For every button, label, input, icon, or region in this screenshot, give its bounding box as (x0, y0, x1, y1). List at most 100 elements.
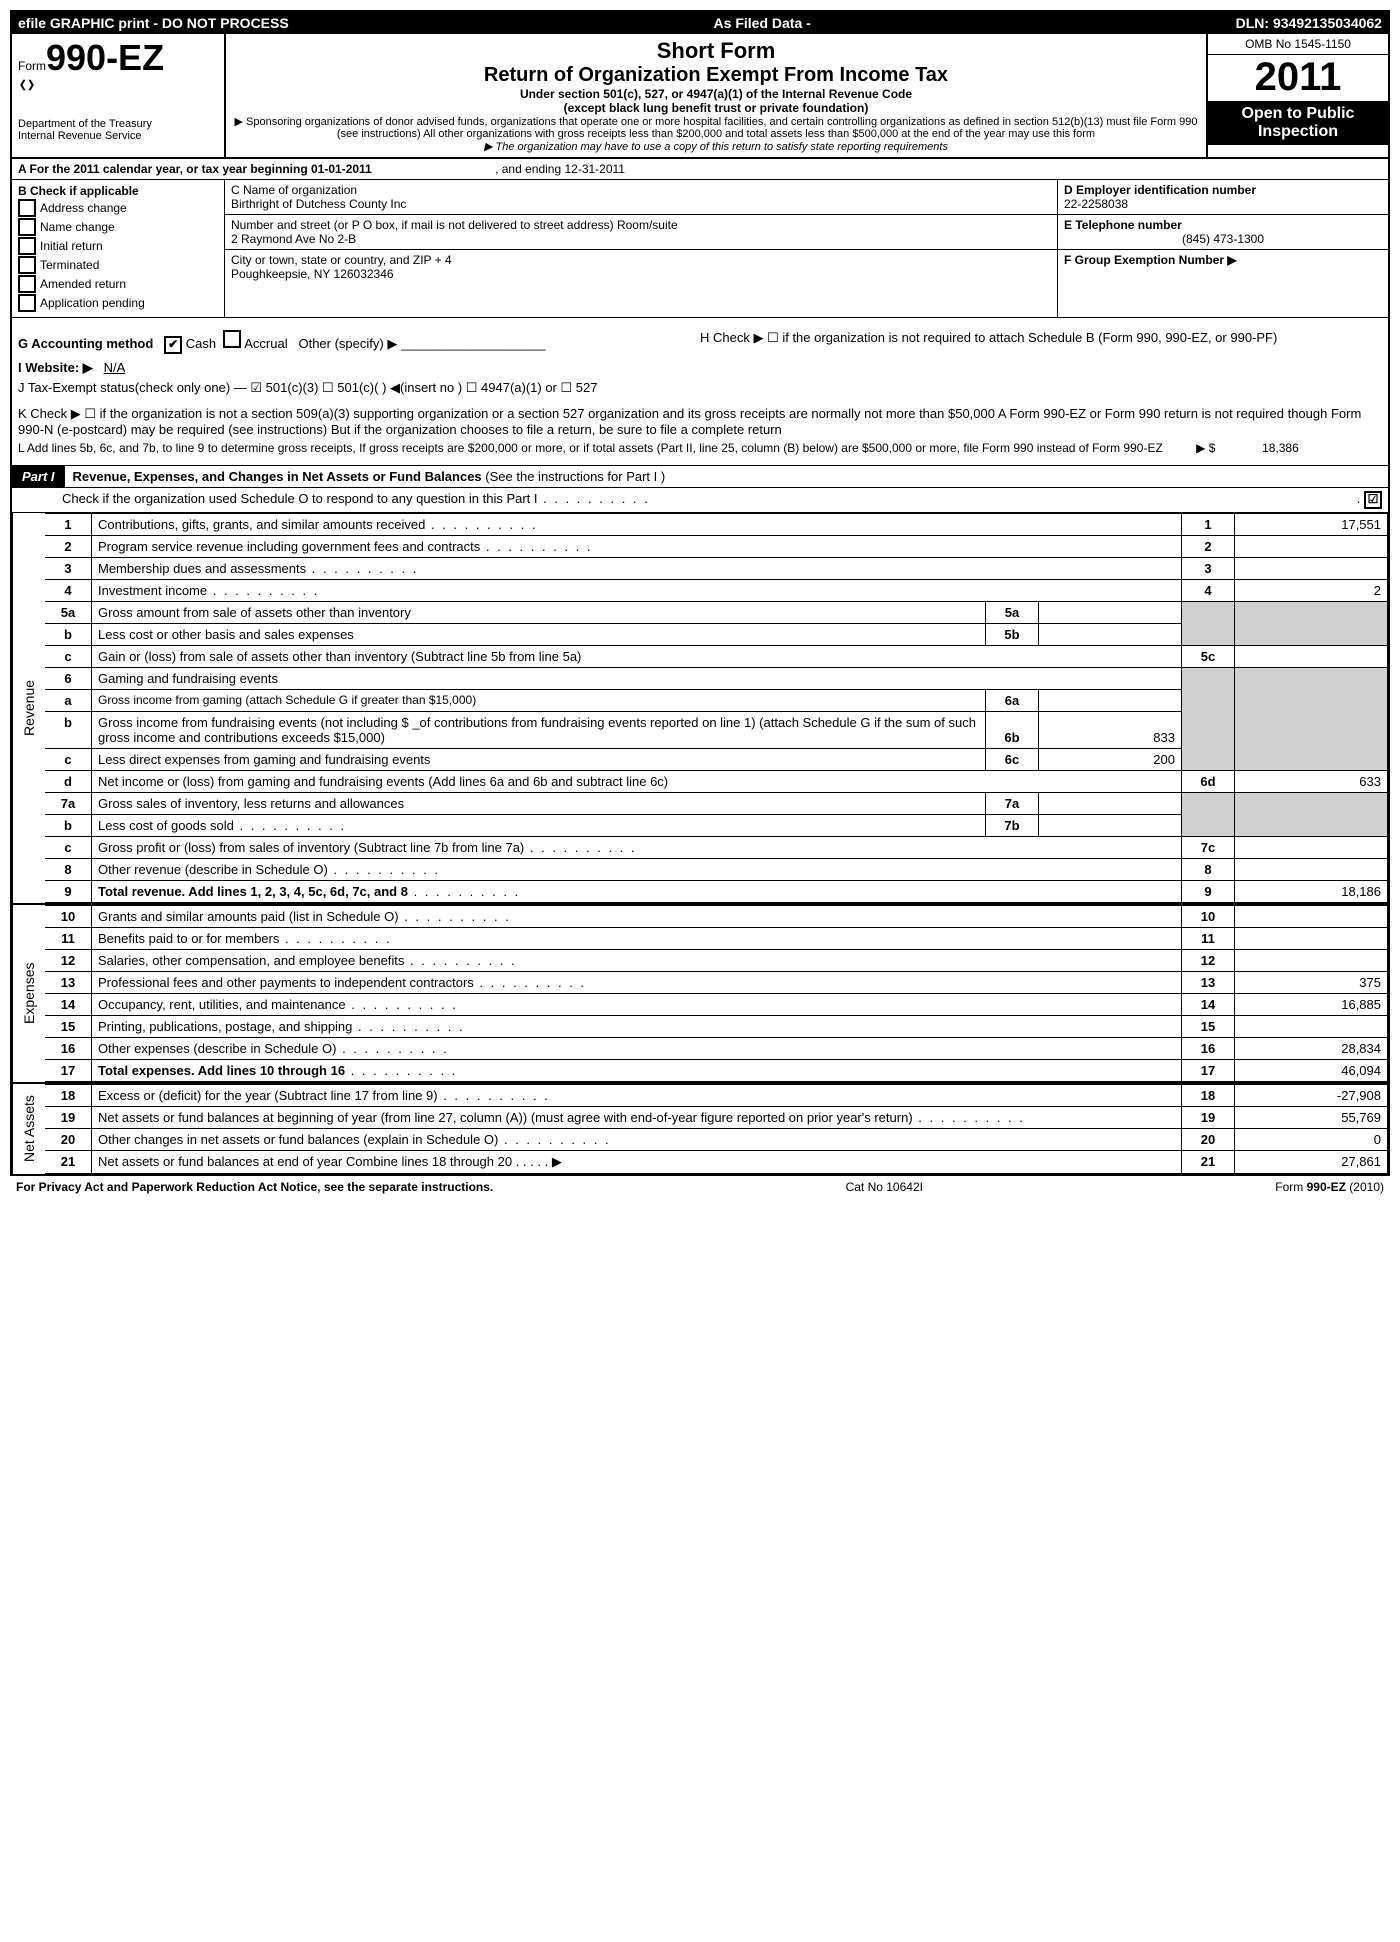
ln-20: 20 (45, 1129, 92, 1151)
street: 2 Raymond Ave No 2-B (231, 232, 1051, 246)
shade-5v (1235, 602, 1388, 646)
shade-6 (1182, 668, 1235, 771)
checkbox-terminated[interactable] (18, 256, 36, 274)
ln-10: 10 (45, 906, 92, 928)
mv-6a (1039, 690, 1182, 712)
ln-5b: b (45, 624, 92, 646)
city: Poughkeepsie, NY 126032346 (231, 267, 1051, 281)
cb-label-initial: Initial return (40, 239, 103, 253)
ln-9: 9 (45, 881, 92, 903)
rv-4: 2 (1235, 580, 1388, 602)
desc-21: Net assets or fund balances at end of ye… (98, 1154, 562, 1169)
ln-7a: 7a (45, 793, 92, 815)
top-bar: efile GRAPHIC print - DO NOT PROCESS As … (12, 12, 1388, 34)
rn-8: 8 (1182, 859, 1235, 881)
desc-15: Printing, publications, postage, and shi… (98, 1019, 352, 1034)
l-line: L Add lines 5b, 6c, and 7b, to line 9 to… (18, 441, 1382, 455)
rn-14: 14 (1182, 994, 1235, 1016)
l-value: 18,386 (1262, 441, 1299, 455)
short-form-title: Short Form (234, 38, 1198, 64)
under-section: Under section 501(c), 527, or 4947(a)(1)… (234, 87, 1198, 101)
ln-12: 12 (45, 950, 92, 972)
mv-7a (1039, 793, 1182, 815)
rv-11 (1235, 928, 1388, 950)
netassets-label: Net Assets (12, 1084, 45, 1174)
netassets-section: Net Assets 18Excess or (deficit) for the… (12, 1084, 1388, 1174)
l-text: L Add lines 5b, 6c, and 7b, to line 9 to… (18, 441, 1163, 455)
info-block: B Check if applicable Address change Nam… (12, 180, 1388, 318)
ln-6d: d (45, 771, 92, 793)
ln-1: 1 (45, 514, 92, 536)
ln-8: 8 (45, 859, 92, 881)
ln-15: 15 (45, 1016, 92, 1038)
i-line: I Website: ▶ N/A (18, 360, 1382, 376)
rv-10 (1235, 906, 1388, 928)
mv-6c: 200 (1039, 749, 1182, 771)
ln-6a: a (45, 690, 92, 712)
rn-6d: 6d (1182, 771, 1235, 793)
rv-2 (1235, 536, 1388, 558)
h-line: H Check ▶ ☐ if the organization is not r… (700, 330, 1382, 354)
schedule-o-row: Check if the organization used Schedule … (12, 488, 1388, 513)
cb-label-pending: Application pending (40, 296, 145, 310)
rn-15: 15 (1182, 1016, 1235, 1038)
header: Form990-EZ Department of the Treasury In… (12, 34, 1388, 159)
row-a: A For the 2011 calendar year, or tax yea… (12, 159, 1388, 180)
desc-6d: Net income or (loss) from gaming and fun… (98, 774, 668, 789)
checkbox-amended[interactable] (18, 275, 36, 293)
name-label: C Name of organization (231, 183, 1051, 197)
mv-6b: 833 (1039, 712, 1182, 749)
rn-12: 12 (1182, 950, 1235, 972)
checkbox-schedule-o[interactable]: ☑ (1364, 491, 1382, 509)
rv-9: 18,186 (1235, 881, 1388, 903)
rn-5c: 5c (1182, 646, 1235, 668)
rn-20: 20 (1182, 1129, 1235, 1151)
checkbox-accrual[interactable] (223, 330, 241, 348)
desc-5a: Gross amount from sale of assets other t… (98, 605, 411, 620)
rv-3 (1235, 558, 1388, 580)
rv-21: 27,861 (1235, 1151, 1388, 1174)
revenue-table: 1Contributions, gifts, grants, and simil… (45, 513, 1388, 903)
col-b: B Check if applicable Address change Nam… (12, 180, 225, 317)
ln-5c: c (45, 646, 92, 668)
rv-19: 55,769 (1235, 1107, 1388, 1129)
revenue-label: Revenue (12, 513, 45, 903)
rv-15 (1235, 1016, 1388, 1038)
checkbox-initial[interactable] (18, 237, 36, 255)
cb-label-name: Name change (40, 220, 115, 234)
k-line: K Check ▶ ☐ if the organization is not a… (18, 406, 1382, 437)
ln-13: 13 (45, 972, 92, 994)
desc-7b: Less cost of goods sold (98, 818, 234, 833)
telephone: (845) 473-1300 (1064, 232, 1382, 246)
mn-7b: 7b (986, 815, 1039, 837)
street-label: Number and street (or P O box, if mail i… (231, 218, 1051, 232)
rn-7c: 7c (1182, 837, 1235, 859)
desc-14: Occupancy, rent, utilities, and maintena… (98, 997, 346, 1012)
part1-note: (See the instructions for Part I ) (485, 469, 665, 484)
header-left: Form990-EZ Department of the Treasury In… (12, 34, 226, 157)
ln-2: 2 (45, 536, 92, 558)
desc-4: Investment income (98, 583, 207, 598)
rn-10: 10 (1182, 906, 1235, 928)
ln-18: 18 (45, 1085, 92, 1107)
checkbox-name[interactable] (18, 218, 36, 236)
checkbox-address[interactable] (18, 199, 36, 217)
cb-label-terminated: Terminated (40, 258, 99, 272)
desc-5b: Less cost or other basis and sales expen… (98, 627, 354, 642)
mv-5a (1039, 602, 1182, 624)
org-name: Birthright of Dutchess County Inc (231, 197, 1051, 211)
rv-1: 17,551 (1235, 514, 1388, 536)
rv-16: 28,834 (1235, 1038, 1388, 1060)
i-label: I Website: ▶ (18, 360, 93, 375)
schedule-o-text: Check if the organization used Schedule … (62, 491, 1357, 509)
website-value: N/A (104, 360, 126, 375)
mv-5b (1039, 624, 1182, 646)
desc-17: Total expenses. Add lines 10 through 16 (98, 1063, 345, 1078)
desc-19: Net assets or fund balances at beginning… (98, 1110, 913, 1125)
rv-18: -27,908 (1235, 1085, 1388, 1107)
recycle-icon (18, 76, 36, 94)
checkbox-cash[interactable]: ✔ (164, 336, 182, 354)
ln-3: 3 (45, 558, 92, 580)
desc-20: Other changes in net assets or fund bala… (98, 1132, 498, 1147)
checkbox-pending[interactable] (18, 294, 36, 312)
